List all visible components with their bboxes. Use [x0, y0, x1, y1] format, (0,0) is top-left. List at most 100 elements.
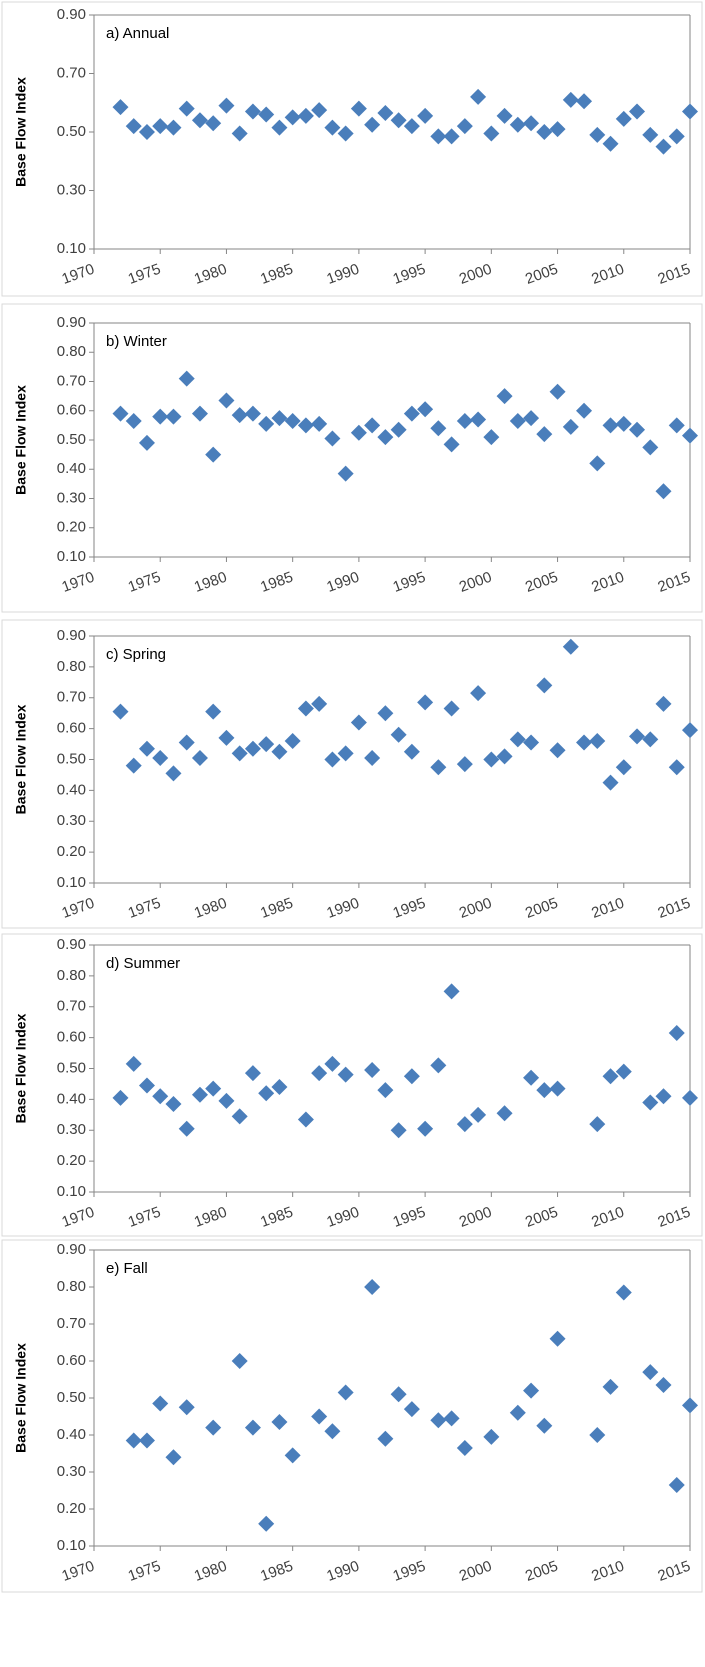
- y-tick-label: 0.10: [57, 1537, 86, 1554]
- x-tick-label: 2000: [457, 1204, 494, 1231]
- y-tick-label: 0.60: [57, 402, 86, 419]
- data-point: [417, 694, 434, 711]
- x-tick-label: 1995: [391, 261, 428, 288]
- y-tick-label: 0.20: [57, 1152, 86, 1169]
- x-tick-label: 1975: [126, 261, 163, 288]
- x-tick-label: 1995: [391, 1558, 428, 1585]
- data-point: [430, 1412, 447, 1429]
- data-point: [536, 1082, 553, 1099]
- data-point: [165, 765, 182, 782]
- data-point: [271, 119, 288, 136]
- y-tick-label: 0.10: [57, 1183, 86, 1200]
- data-point: [178, 734, 195, 751]
- data-point: [231, 1108, 248, 1125]
- data-point: [311, 695, 328, 712]
- data-point: [523, 410, 540, 427]
- data-point: [523, 115, 540, 132]
- data-point: [377, 1082, 394, 1099]
- data-point: [668, 1476, 685, 1493]
- x-tick-label: 1975: [126, 569, 163, 596]
- data-point: [231, 125, 248, 142]
- data-point: [483, 1428, 500, 1445]
- data-point: [642, 439, 659, 456]
- data-point: [165, 1096, 182, 1113]
- data-point: [589, 1427, 606, 1443]
- data-point: [417, 1120, 434, 1137]
- y-tick-label: 0.80: [57, 343, 86, 360]
- data-point: [456, 412, 473, 429]
- data-point: [284, 412, 301, 429]
- x-tick-label: 2010: [589, 1558, 626, 1585]
- x-tick-label: 2005: [523, 1558, 560, 1585]
- data-point: [311, 1408, 328, 1425]
- y-tick-label: 0.90: [57, 6, 86, 23]
- data-point: [523, 1069, 540, 1086]
- x-tick-label: 2005: [523, 895, 560, 922]
- data-point: [178, 100, 195, 117]
- data-point: [403, 743, 420, 760]
- data-point: [483, 429, 500, 446]
- data-point: [324, 751, 341, 768]
- data-point: [655, 1088, 672, 1105]
- data-point: [602, 135, 619, 152]
- y-tick-label: 0.50: [57, 1059, 86, 1076]
- x-tick-label: 1980: [192, 261, 229, 288]
- data-point: [589, 455, 606, 472]
- data-point: [377, 104, 394, 121]
- panel-frame: [1, 1, 703, 297]
- data-point: [443, 128, 460, 145]
- x-tick-label: 1980: [192, 895, 229, 922]
- data-point: [655, 138, 672, 155]
- data-point: [602, 774, 619, 791]
- data-point: [403, 1068, 420, 1085]
- data-point: [258, 736, 275, 753]
- data-point: [258, 1515, 275, 1532]
- data-point: [152, 1088, 169, 1105]
- panel-frame: [1, 933, 703, 1237]
- y-tick-label: 0.50: [57, 750, 86, 767]
- data-point: [337, 1384, 354, 1401]
- y-tick-label: 0.50: [57, 123, 86, 140]
- y-tick-label: 0.60: [57, 1029, 86, 1046]
- data-point: [549, 1080, 566, 1097]
- x-tick-label: 2015: [656, 1204, 693, 1231]
- data-point: [496, 1105, 513, 1122]
- data-point: [629, 421, 646, 438]
- data-point: [271, 1079, 288, 1096]
- y-tick-label: 0.90: [57, 627, 86, 644]
- data-point: [549, 1330, 566, 1347]
- data-point: [509, 412, 526, 429]
- x-tick-label: 2000: [457, 1558, 494, 1585]
- data-point: [602, 1068, 619, 1085]
- data-point: [152, 118, 169, 135]
- x-tick-label: 2005: [523, 1204, 560, 1231]
- y-tick-label: 0.80: [57, 1278, 86, 1295]
- x-tick-label: 2010: [589, 1204, 626, 1231]
- data-point: [377, 705, 394, 722]
- x-tick-label: 1995: [391, 569, 428, 596]
- panel-frame: [1, 619, 703, 929]
- data-point: [350, 100, 367, 117]
- data-point: [152, 408, 169, 425]
- data-point: [112, 703, 129, 720]
- data-point: [562, 91, 579, 108]
- data-point: [231, 407, 248, 424]
- data-point: [602, 417, 619, 434]
- data-point: [191, 112, 208, 129]
- x-tick-label: 1970: [60, 261, 97, 288]
- data-point: [615, 759, 632, 776]
- data-point: [125, 412, 142, 429]
- data-point: [403, 118, 420, 135]
- data-point: [165, 119, 182, 136]
- x-tick-label: 1985: [258, 569, 295, 596]
- y-tick-label: 0.10: [57, 874, 86, 891]
- data-point: [682, 427, 698, 444]
- x-tick-label: 2010: [589, 261, 626, 288]
- data-point: [443, 1410, 460, 1427]
- y-tick-label: 0.90: [57, 1241, 86, 1258]
- data-point: [138, 434, 155, 451]
- x-tick-label: 1980: [192, 569, 229, 596]
- x-tick-label: 1970: [60, 569, 97, 596]
- data-point: [390, 1386, 407, 1403]
- x-tick-label: 1990: [324, 569, 361, 596]
